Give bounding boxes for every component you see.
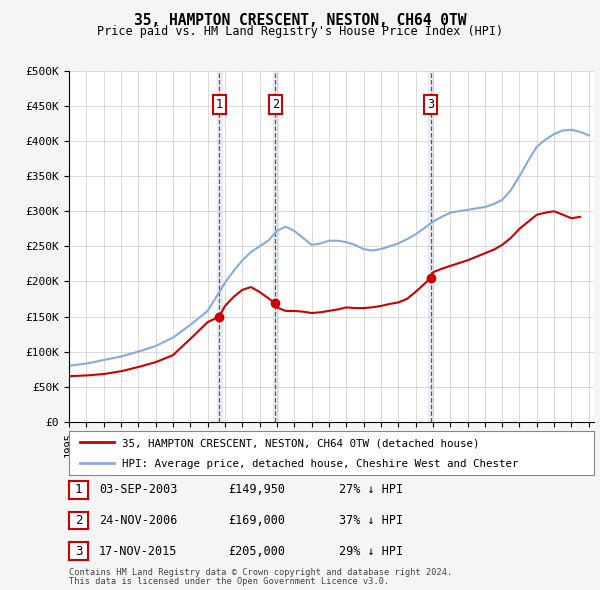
Text: 1: 1 — [215, 98, 223, 111]
Text: 2: 2 — [272, 98, 279, 111]
Text: 37% ↓ HPI: 37% ↓ HPI — [339, 514, 403, 527]
Text: 27% ↓ HPI: 27% ↓ HPI — [339, 483, 403, 496]
Text: £149,950: £149,950 — [228, 483, 285, 496]
Text: £169,000: £169,000 — [228, 514, 285, 527]
Text: 2: 2 — [75, 514, 82, 527]
Text: 29% ↓ HPI: 29% ↓ HPI — [339, 545, 403, 558]
Text: £205,000: £205,000 — [228, 545, 285, 558]
Bar — [272, 71, 278, 422]
Text: 35, HAMPTON CRESCENT, NESTON, CH64 0TW (detached house): 35, HAMPTON CRESCENT, NESTON, CH64 0TW (… — [121, 438, 479, 448]
Text: 03-SEP-2003: 03-SEP-2003 — [99, 483, 178, 496]
Text: HPI: Average price, detached house, Cheshire West and Chester: HPI: Average price, detached house, Ches… — [121, 460, 518, 469]
Text: 3: 3 — [427, 98, 434, 111]
Text: This data is licensed under the Open Government Licence v3.0.: This data is licensed under the Open Gov… — [69, 578, 389, 586]
Text: 24-NOV-2006: 24-NOV-2006 — [99, 514, 178, 527]
Text: Contains HM Land Registry data © Crown copyright and database right 2024.: Contains HM Land Registry data © Crown c… — [69, 568, 452, 577]
Text: 17-NOV-2015: 17-NOV-2015 — [99, 545, 178, 558]
Bar — [217, 71, 222, 422]
Text: 1: 1 — [75, 483, 82, 496]
Text: 35, HAMPTON CRESCENT, NESTON, CH64 0TW: 35, HAMPTON CRESCENT, NESTON, CH64 0TW — [134, 13, 466, 28]
Text: Price paid vs. HM Land Registry's House Price Index (HPI): Price paid vs. HM Land Registry's House … — [97, 25, 503, 38]
Text: 3: 3 — [75, 545, 82, 558]
Bar — [428, 71, 433, 422]
